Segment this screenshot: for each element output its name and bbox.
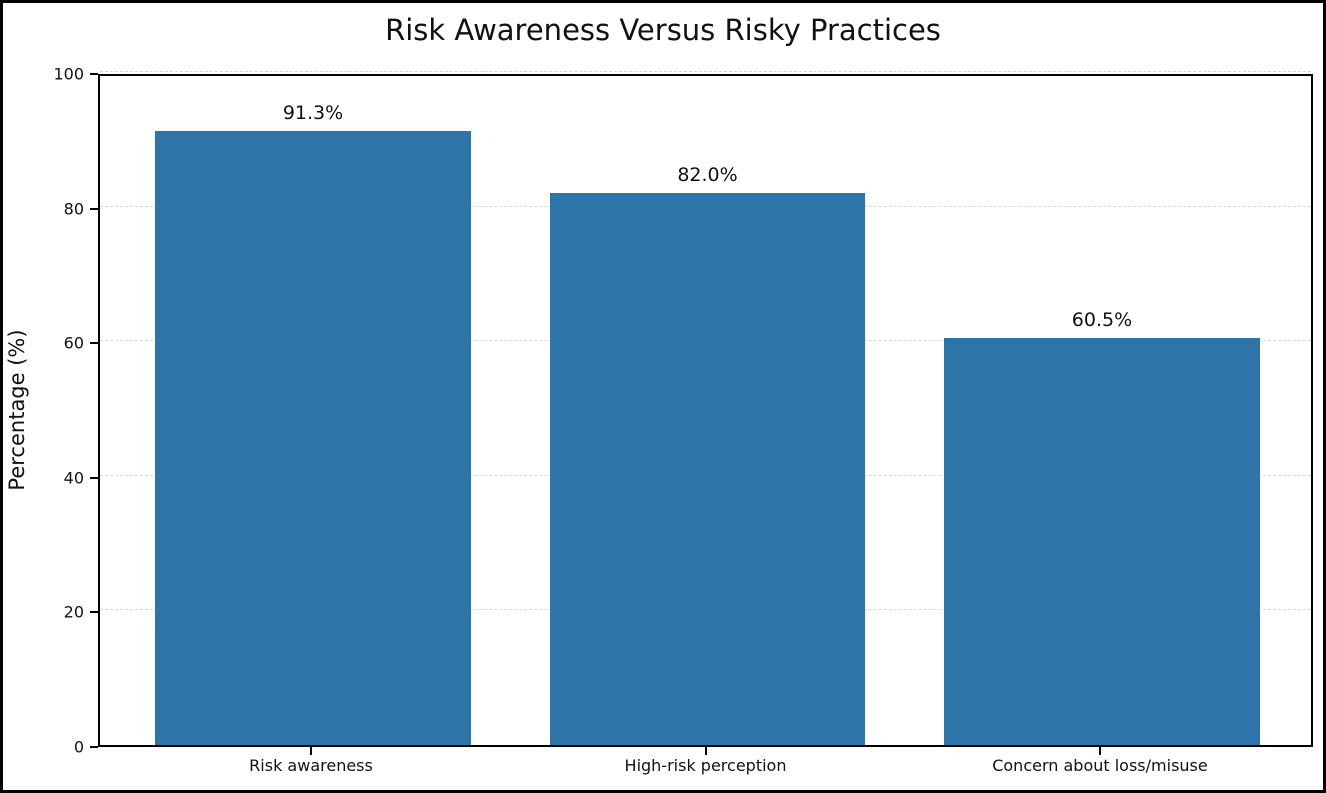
- bar-3: [944, 337, 1260, 745]
- bar-value-label: 60.5%: [1071, 308, 1133, 331]
- bar-value-label: 82.0%: [677, 164, 738, 187]
- y-tick-mark: [90, 611, 98, 614]
- y-tick-mark: [90, 73, 98, 75]
- y-tick-label: 40: [63, 468, 84, 488]
- y-tick-mark: [90, 476, 98, 479]
- y-axis-label: Percentage (%): [5, 329, 29, 491]
- y-tick-label: 80: [63, 199, 84, 219]
- bar-value-label: 91.3%: [282, 101, 344, 124]
- x-tick-mark: [704, 747, 707, 755]
- x-tick-label: High-risk perception: [624, 756, 787, 775]
- chart-title: Risk Awareness Versus Risky Practices: [385, 13, 941, 47]
- plot-area: 91.3% 82.0% 60.5%: [98, 71, 1313, 747]
- x-tick-label: Concern about loss/misuse: [992, 756, 1208, 775]
- y-tick-mark: [90, 207, 98, 210]
- y-tick-mark: [90, 342, 98, 345]
- y-tick-mark: [90, 746, 98, 748]
- x-tick-mark: [310, 747, 313, 755]
- x-tick-label: Risk awareness: [249, 756, 373, 775]
- bar-1: [155, 130, 471, 745]
- y-tick-label: 0: [73, 737, 84, 757]
- x-tick-mark: [1098, 747, 1101, 755]
- y-tick-label: 60: [63, 333, 84, 353]
- y-tick-label: 100: [53, 64, 84, 84]
- y-tick-label: 20: [63, 602, 84, 622]
- gridline-y-100: [100, 71, 1311, 72]
- bar-2: [549, 193, 866, 745]
